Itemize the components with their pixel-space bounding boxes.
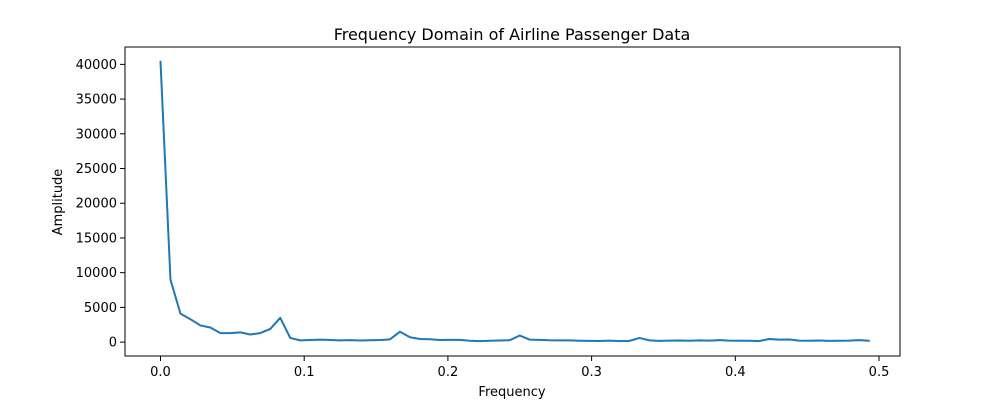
x-tick-label: 0.0 — [150, 365, 171, 380]
y-tick-label: 20000 — [76, 197, 117, 212]
y-tick-label: 30000 — [76, 127, 117, 142]
y-axis-label: Amplitude — [51, 169, 66, 236]
x-tick-label: 0.1 — [294, 365, 315, 380]
x-tick-label: 0.3 — [581, 365, 602, 380]
y-tick-label: 15000 — [76, 231, 117, 246]
y-tick-label: 40000 — [76, 58, 117, 73]
y-tick-label: 0 — [109, 336, 117, 351]
y-tick-label: 25000 — [76, 162, 117, 177]
x-axis: 0.0 0.1 0.2 0.3 0.4 0.5 — [150, 356, 889, 380]
x-tick-label: 0.4 — [725, 365, 746, 380]
y-axis: 0 5000 10000 15000 20000 25000 30000 35000 40000 — [76, 58, 125, 351]
x-tick-label: 0.2 — [438, 365, 459, 380]
x-tick-label: 0.5 — [869, 365, 890, 380]
chart-title: Frequency Domain of Airline Passenger Da… — [334, 25, 691, 44]
y-tick-label: 5000 — [84, 301, 117, 316]
y-tick-label: 10000 — [76, 266, 117, 281]
x-axis-label: Frequency — [478, 385, 545, 400]
series-line — [159, 60, 871, 343]
plot-frame — [124, 46, 901, 357]
y-tick-label: 35000 — [76, 93, 117, 108]
